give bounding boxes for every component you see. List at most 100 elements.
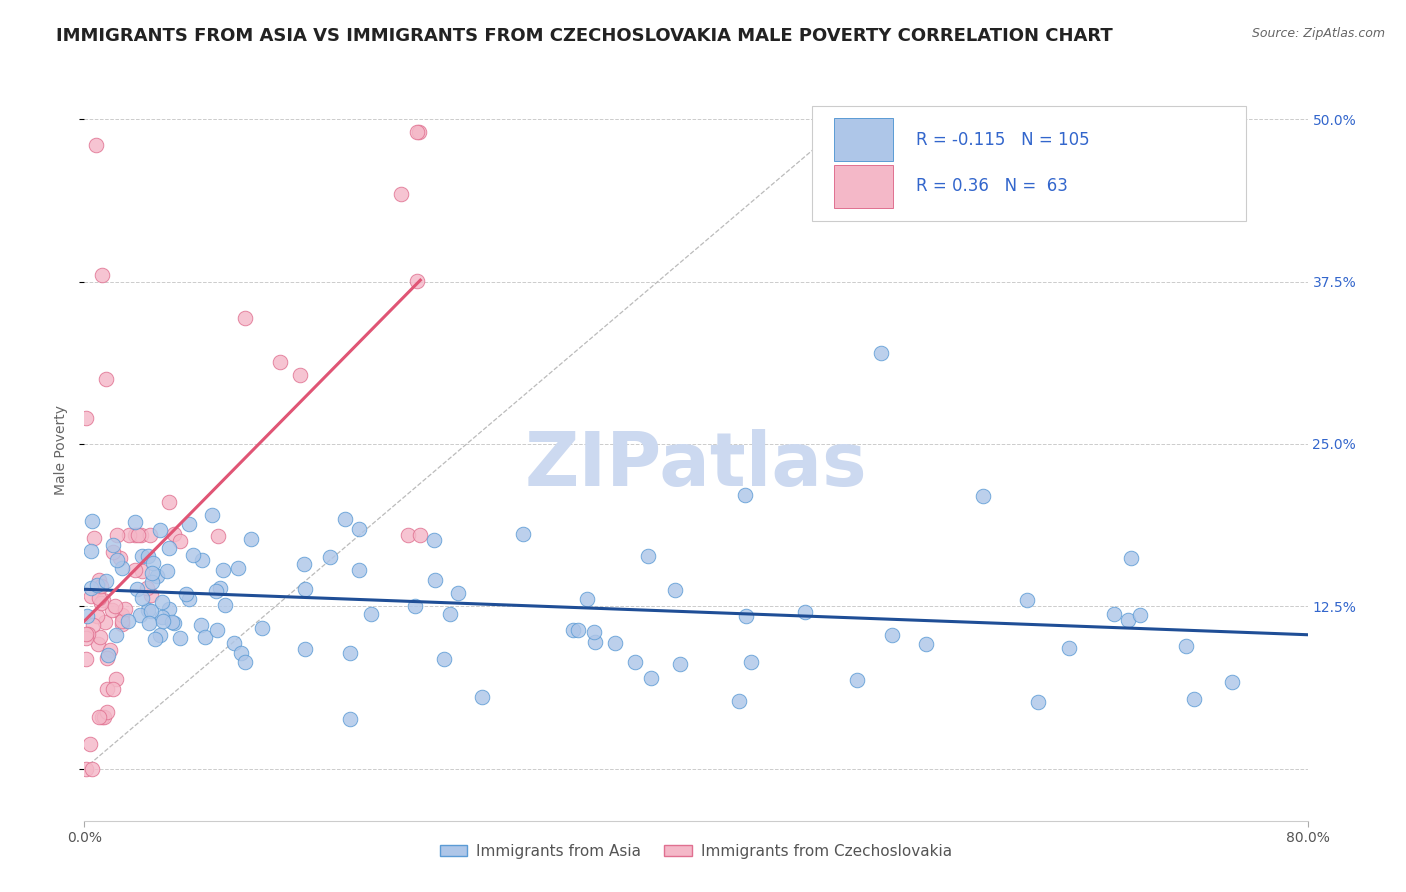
Point bbox=[512, 526, 534, 541]
Point bbox=[111, 560, 134, 574]
Legend: Immigrants from Asia, Immigrants from Czechoslovakia: Immigrants from Asia, Immigrants from Cz… bbox=[433, 838, 959, 865]
Point bbox=[75, 631, 97, 645]
Point bbox=[90, 596, 112, 610]
Point bbox=[1059, 641, 1081, 656]
FancyBboxPatch shape bbox=[834, 165, 893, 208]
Point bbox=[409, 528, 432, 542]
Point bbox=[169, 631, 191, 645]
Point bbox=[174, 587, 197, 601]
Point bbox=[90, 268, 112, 282]
Point bbox=[141, 574, 163, 589]
Point bbox=[152, 614, 174, 628]
Point bbox=[86, 578, 108, 592]
Point bbox=[575, 592, 598, 607]
Point bbox=[250, 621, 273, 635]
Point bbox=[91, 710, 114, 724]
Point bbox=[179, 591, 201, 606]
Point bbox=[89, 573, 111, 587]
Point bbox=[640, 671, 662, 685]
Point bbox=[734, 488, 756, 502]
Point bbox=[76, 608, 98, 623]
Point bbox=[201, 508, 224, 522]
Point bbox=[181, 549, 204, 563]
Point bbox=[447, 586, 470, 600]
Point bbox=[794, 605, 817, 619]
Point bbox=[124, 515, 146, 529]
Point bbox=[104, 628, 127, 642]
Point bbox=[1129, 607, 1152, 622]
Point bbox=[87, 637, 110, 651]
Point bbox=[405, 125, 427, 139]
Point bbox=[1028, 695, 1050, 709]
Point bbox=[396, 528, 419, 542]
Point bbox=[169, 534, 191, 549]
Point bbox=[114, 602, 136, 616]
Point bbox=[108, 551, 131, 566]
Point bbox=[98, 643, 121, 657]
Point bbox=[97, 648, 120, 662]
Text: R = -0.115   N = 105: R = -0.115 N = 105 bbox=[917, 130, 1090, 148]
Point bbox=[190, 617, 212, 632]
Point bbox=[423, 533, 446, 547]
Point bbox=[163, 615, 186, 630]
Point bbox=[439, 607, 461, 622]
Point bbox=[735, 608, 758, 623]
Point bbox=[139, 528, 162, 542]
Point bbox=[101, 603, 124, 617]
Point bbox=[177, 516, 200, 531]
Point bbox=[727, 694, 749, 708]
Point bbox=[207, 624, 229, 638]
Point bbox=[143, 632, 166, 647]
Point bbox=[294, 641, 316, 656]
Point bbox=[131, 549, 153, 564]
Point bbox=[89, 710, 111, 724]
Point bbox=[75, 652, 97, 666]
Point bbox=[101, 538, 124, 552]
Point bbox=[157, 602, 180, 616]
Point bbox=[131, 564, 153, 578]
Point bbox=[80, 582, 103, 596]
Point bbox=[76, 627, 98, 641]
FancyBboxPatch shape bbox=[813, 106, 1247, 221]
Point bbox=[156, 564, 179, 578]
FancyBboxPatch shape bbox=[834, 118, 893, 161]
Point bbox=[79, 544, 101, 558]
Point bbox=[349, 563, 371, 577]
Point bbox=[149, 628, 172, 642]
Point bbox=[582, 625, 605, 640]
Point bbox=[339, 712, 361, 726]
Point bbox=[89, 630, 111, 644]
Point bbox=[740, 655, 762, 669]
Point bbox=[870, 346, 893, 360]
Point bbox=[561, 623, 583, 637]
Point bbox=[389, 187, 412, 202]
Point bbox=[139, 589, 162, 603]
Point bbox=[136, 581, 159, 595]
Text: R = 0.36   N =  63: R = 0.36 N = 63 bbox=[917, 178, 1069, 195]
Point bbox=[83, 532, 105, 546]
Point bbox=[339, 646, 361, 660]
Point bbox=[209, 581, 232, 595]
Point bbox=[433, 651, 456, 665]
Point bbox=[142, 557, 165, 571]
Point bbox=[79, 737, 101, 751]
Point bbox=[668, 657, 690, 671]
Point bbox=[96, 705, 118, 719]
Point bbox=[1220, 674, 1243, 689]
Point bbox=[157, 495, 180, 509]
Point bbox=[89, 591, 111, 605]
Point bbox=[157, 541, 180, 555]
Point bbox=[75, 411, 97, 425]
Point bbox=[82, 618, 104, 632]
Point bbox=[292, 557, 315, 571]
Point bbox=[1119, 551, 1142, 566]
Point bbox=[117, 614, 139, 628]
Point bbox=[105, 672, 128, 686]
Point bbox=[583, 634, 606, 648]
Point bbox=[319, 550, 342, 565]
Point bbox=[623, 655, 645, 669]
Point bbox=[160, 615, 183, 629]
Point bbox=[93, 710, 115, 724]
Point bbox=[136, 549, 159, 563]
Point bbox=[149, 523, 172, 537]
